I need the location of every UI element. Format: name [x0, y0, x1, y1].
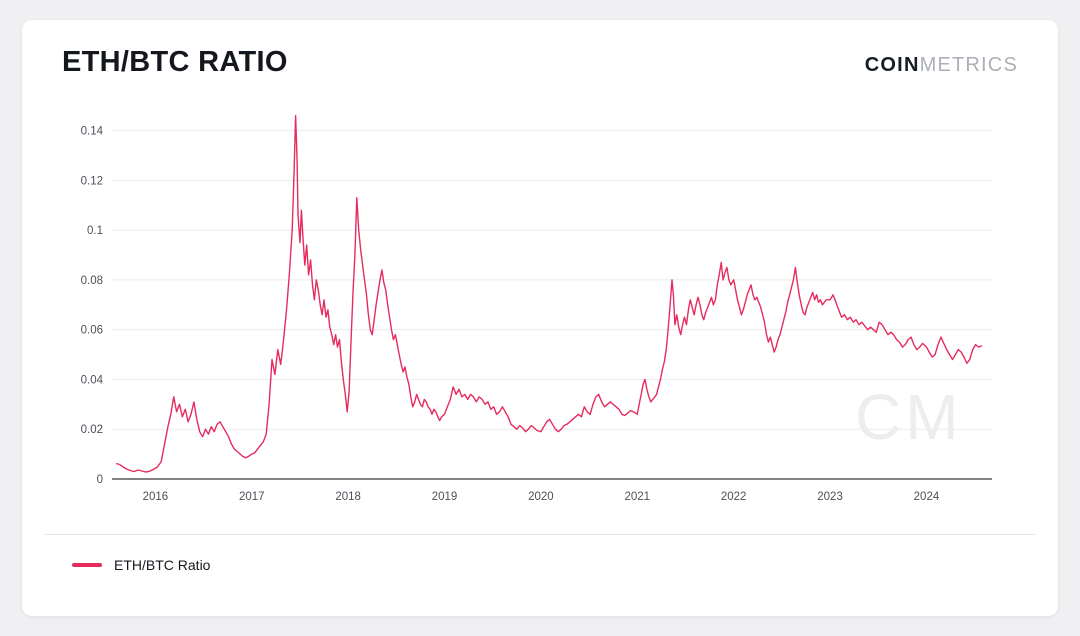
card-header: ETH/BTC RATIO COINMETRICS [62, 46, 1018, 79]
x-tick-label: 2019 [432, 491, 458, 503]
x-tick-label: 2020 [528, 491, 554, 503]
x-tick-label: 2024 [914, 491, 940, 503]
x-tick-label: 2021 [625, 491, 651, 503]
x-tick-label: 2017 [239, 491, 265, 503]
legend-swatch [72, 563, 102, 567]
y-tick-label: 0.14 [81, 126, 104, 138]
y-tick-label: 0.1 [87, 225, 103, 237]
legend: ETH/BTC Ratio [62, 535, 1018, 573]
legend-label: ETH/BTC Ratio [114, 557, 211, 573]
y-tick-label: 0.06 [81, 325, 103, 337]
x-tick-label: 2016 [143, 491, 169, 503]
ethbtc-line [116, 115, 983, 473]
watermark: CM [855, 381, 963, 453]
ethbtc-chart-svg: 0 0.02 0.04 0.06 0.08 0.1 0.12 0.14 CM 2016 2017 20… [81, 115, 992, 503]
divider [44, 534, 1036, 535]
y-tick-label: 0.02 [81, 424, 103, 436]
x-tick-label: 2023 [817, 491, 843, 503]
x-tick-label: 2018 [335, 491, 361, 503]
coinmetrics-logo: COINMETRICS [865, 46, 1018, 77]
logo-text-light: METRICS [919, 54, 1018, 76]
y-tick-label: 0.04 [81, 374, 104, 386]
x-tick-label: 2022 [721, 491, 747, 503]
chart-area: 0 0.02 0.04 0.06 0.08 0.1 0.12 0.14 CM 2016 2017 20… [62, 87, 1018, 522]
y-tick-label: 0.12 [81, 175, 103, 187]
y-tick-label: 0 [97, 474, 103, 486]
chart-card: ETH/BTC RATIO COINMETRICS 0 0.02 0.04 0.06 0… [22, 20, 1058, 616]
y-tick-label: 0.08 [81, 275, 103, 287]
logo-text-bold: COIN [864, 54, 920, 76]
page-title: ETH/BTC RATIO [62, 46, 288, 78]
